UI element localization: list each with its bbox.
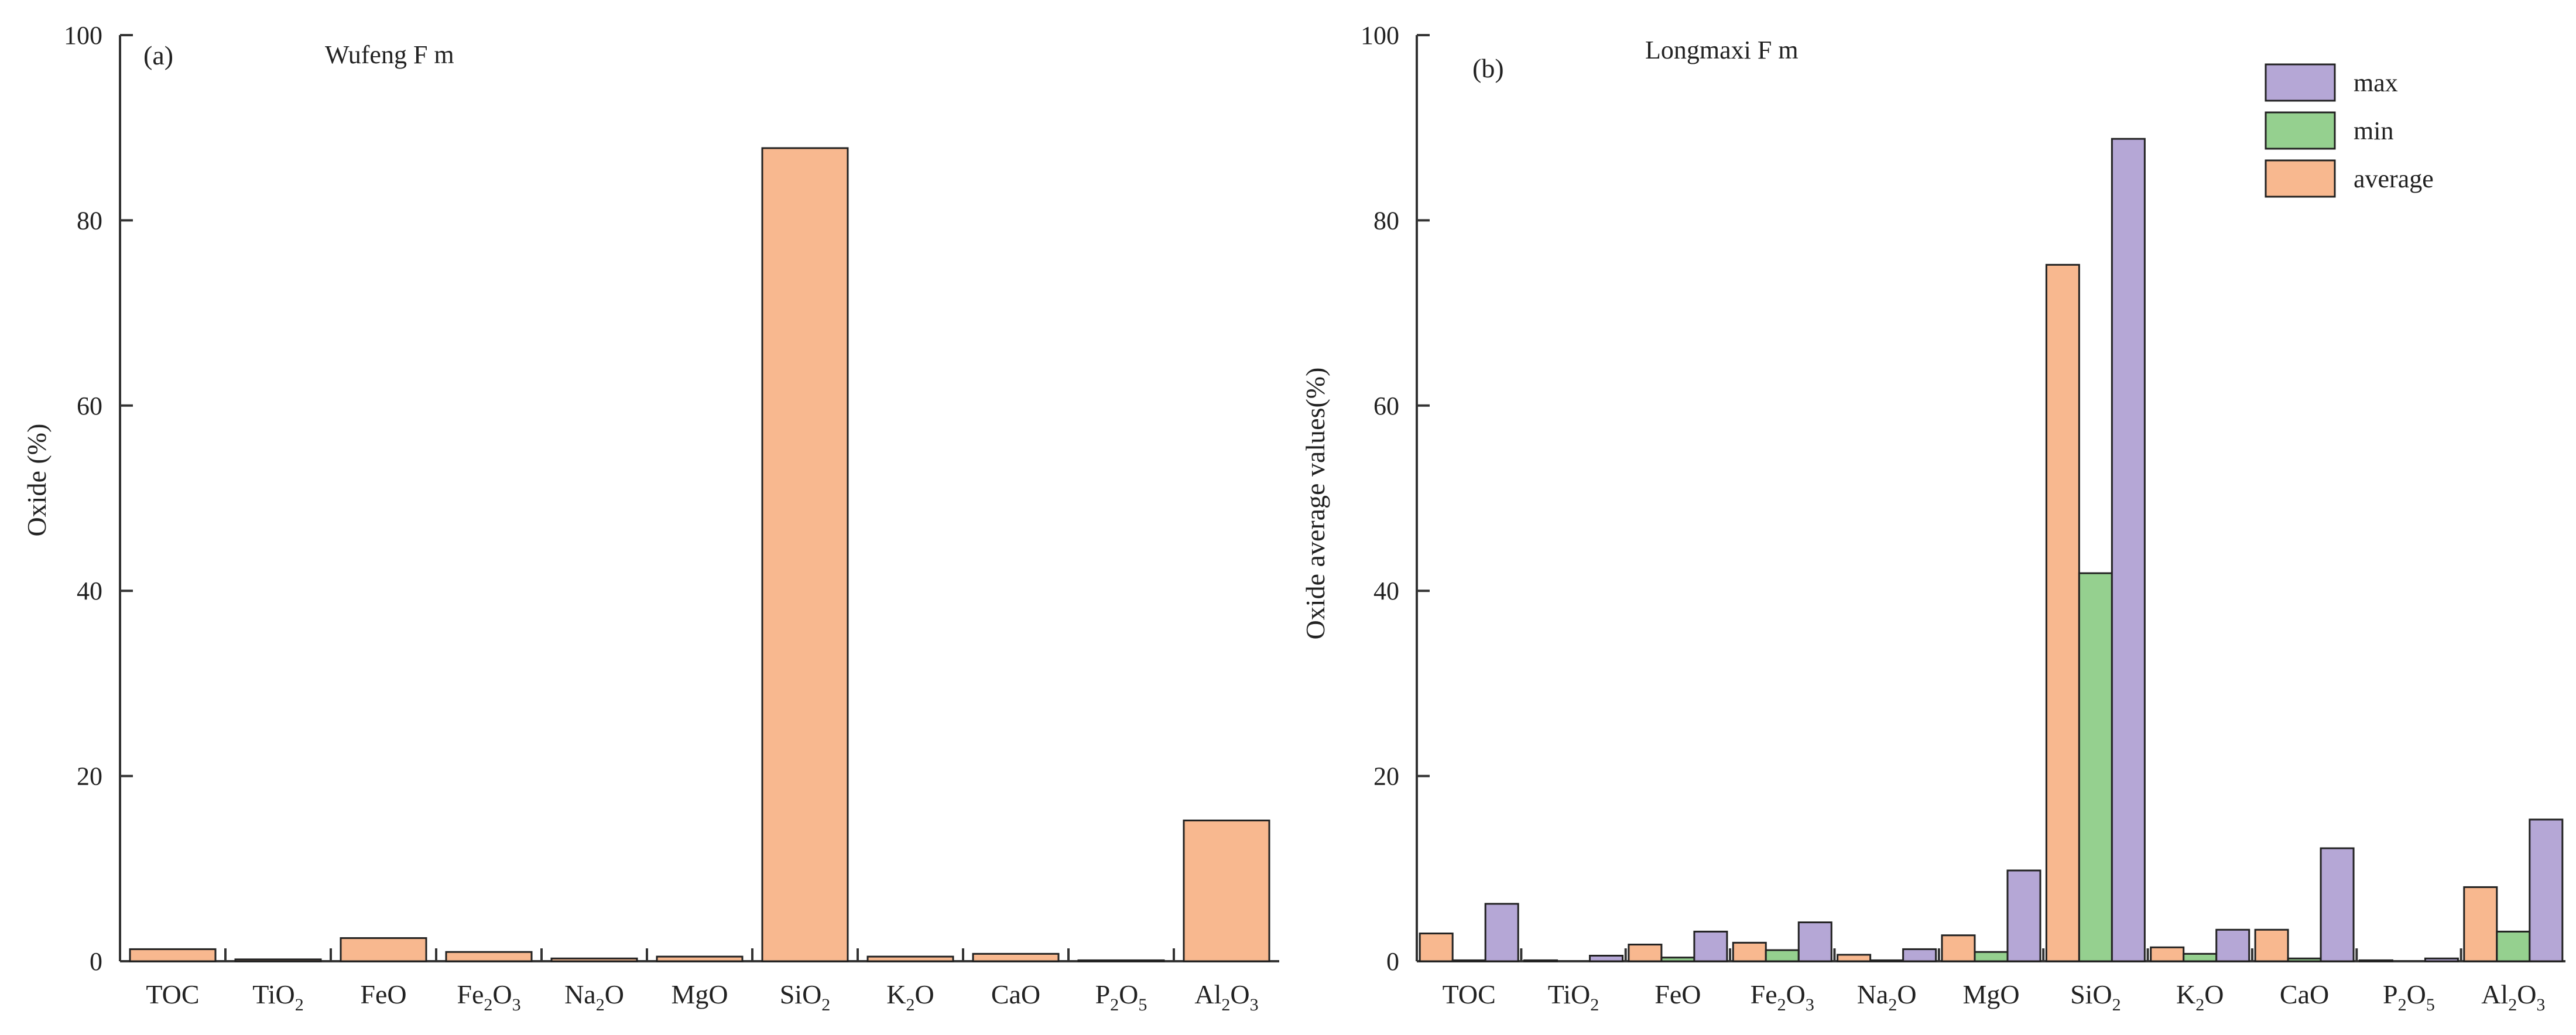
x-category-label: CaO <box>2280 979 2329 1009</box>
x-category-label: Fe2O3 <box>1751 979 1814 1015</box>
bar-max <box>2006 869 2041 962</box>
x-category-label: CaO <box>991 979 1040 1009</box>
bar-average <box>1183 820 1270 962</box>
bar-max <box>2215 928 2250 962</box>
y-tick-label: 0 <box>90 947 102 976</box>
y-tick-label: 40 <box>77 577 102 605</box>
bar-average <box>2358 959 2393 962</box>
bar-average <box>2254 928 2289 962</box>
bar-min <box>1869 959 1904 962</box>
bar-average <box>1628 944 1663 962</box>
legend-label-max: max <box>2354 68 2398 97</box>
bar-average <box>234 958 322 962</box>
bar-average <box>1419 933 1454 962</box>
y-tick-label: 100 <box>64 21 102 50</box>
bar-min <box>2287 957 2322 962</box>
panel-a-axes: 0 20 40 60 80 100 <box>64 21 1279 976</box>
bar-min <box>1451 959 1486 962</box>
bar-average <box>866 955 954 962</box>
x-category-label: MgO <box>1962 979 2019 1009</box>
bar-max <box>1589 955 1624 962</box>
bar-min <box>2078 572 2113 962</box>
bar-max <box>1797 921 1832 962</box>
panel-b-label: (b) <box>1472 53 1504 83</box>
x-category-label: TOC <box>146 979 199 1009</box>
y-tick-label: 40 <box>1373 577 1399 605</box>
y-tick-label: 80 <box>77 206 102 235</box>
x-category-label: K2O <box>2176 979 2224 1015</box>
bar-average <box>340 937 427 962</box>
x-category-label: FeO <box>1654 979 1701 1009</box>
y-tick-label: 60 <box>1373 392 1399 420</box>
bar-average <box>1732 941 1767 962</box>
bar-min <box>2496 930 2531 962</box>
panel-a-title: Wufeng F m <box>325 40 454 69</box>
panel-b-bars <box>1419 138 2564 962</box>
bar-max <box>2529 818 2564 962</box>
x-category-label: Na2O <box>1857 979 1917 1015</box>
y-tick-label: 80 <box>1373 206 1399 235</box>
x-category-label: TOC <box>1443 979 1496 1009</box>
x-category-label: Fe2O3 <box>457 979 520 1015</box>
bar-average <box>1523 959 1558 962</box>
bar-average <box>445 951 533 962</box>
panel-a-wufeng: (a) Wufeng F m Oxide (%) 0 20 40 60 80 100 TO… <box>22 21 1279 1015</box>
y-tick-label: 0 <box>1386 947 1399 976</box>
bar-max <box>1484 903 1519 962</box>
y-tick-label: 60 <box>77 392 102 420</box>
x-category-label: P2O5 <box>1095 979 1147 1015</box>
x-category-label: Al2O3 <box>2481 979 2545 1015</box>
bar-average <box>550 957 638 962</box>
x-category-label: TiO2 <box>1548 979 1599 1015</box>
y-tick-label: 20 <box>1373 762 1399 791</box>
legend-label-average: average <box>2354 164 2434 193</box>
panel-a-category-labels: TOC TiO2 FeO Fe2O3 Na2O MgO SiO2 K2O CaO P2O5 Al2O… <box>146 979 1258 1015</box>
bar-max <box>2111 138 2146 962</box>
panel-a-bars <box>129 147 1270 962</box>
bar-average <box>2150 946 2185 962</box>
bar-average <box>1941 934 1976 962</box>
bar-average <box>2463 886 2498 962</box>
x-category-label: Na2O <box>564 979 624 1015</box>
panel-b-longmaxi: (b) Longmaxi F m Oxide average values(%)… <box>1300 21 2565 1015</box>
x-category-label: SiO2 <box>780 979 831 1015</box>
legend-swatch-average <box>2265 159 2336 198</box>
panel-b-title: Longmaxi F m <box>1645 36 1799 64</box>
panel-b-legend: max min average <box>2265 63 2434 198</box>
bar-average <box>1837 954 1872 962</box>
legend-swatch-min <box>2265 111 2336 150</box>
bar-average <box>129 948 217 962</box>
bar-max <box>1902 948 1937 962</box>
panel-a-ylabel: Oxide (%) <box>22 424 52 537</box>
bar-average <box>2045 263 2080 962</box>
bar-max <box>2320 847 2355 962</box>
bar-average <box>972 952 1060 962</box>
bar-average <box>761 147 849 962</box>
bar-average <box>1077 959 1165 962</box>
bar-min <box>1765 949 1800 962</box>
panel-b-ylabel: Oxide average values(%) <box>1300 368 1330 640</box>
bar-min <box>2183 952 2218 962</box>
y-tick-label: 100 <box>1361 21 1399 50</box>
bar-min <box>1974 951 2009 962</box>
x-category-label: FeO <box>360 979 406 1009</box>
x-category-label: K2O <box>886 979 934 1015</box>
x-category-label: TiO2 <box>252 979 303 1015</box>
legend-label-min: min <box>2354 116 2393 145</box>
bar-average <box>656 955 744 962</box>
x-category-label: P2O5 <box>2383 979 2435 1015</box>
panel-a-label: (a) <box>143 40 173 70</box>
x-category-label: Al2O3 <box>1194 979 1258 1015</box>
bar-min <box>1660 957 1695 962</box>
panel-b-axes: 0 20 40 60 80 100 <box>1361 21 2565 976</box>
y-tick-label: 20 <box>77 762 102 791</box>
bar-max <box>2424 957 2459 962</box>
bar-max <box>1693 930 1728 962</box>
x-category-label: MgO <box>671 979 728 1009</box>
panel-b-category-labels: TOC TiO2 FeO Fe2O3 Na2O MgO SiO2 K2O CaO P2O5 Al2O… <box>1443 979 2546 1015</box>
legend-swatch-max <box>2265 63 2336 102</box>
x-category-label: SiO2 <box>2070 979 2121 1015</box>
